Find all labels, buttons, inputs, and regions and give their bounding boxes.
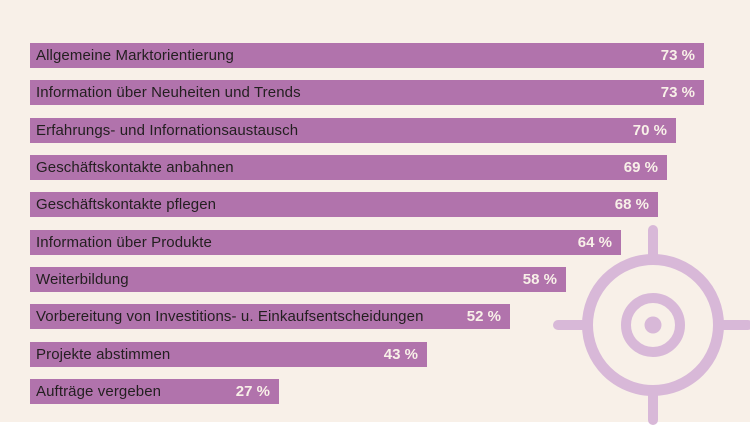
target-icon: [553, 225, 750, 425]
bar-value: 70 %: [632, 122, 667, 139]
bar-value: 58 %: [522, 271, 557, 288]
bar-row: Aufträge vergeben 27 %: [30, 379, 279, 404]
bar-label: Aufträge vergeben: [36, 383, 162, 400]
bar-row: Geschäftskontakte anbahnen 69 %: [30, 155, 667, 180]
bar-fill: Allgemeine Marktorientierung 73 %: [30, 43, 704, 68]
bar-fill: Erfahrungs- und Infornationsaustausch 70 …: [30, 118, 676, 143]
bar-fill: Information über Produkte 64 %: [30, 230, 621, 255]
bar-value: 43 %: [383, 346, 418, 363]
bar-value: 27 %: [235, 383, 270, 400]
bar-label: Geschäftskontakte pflegen: [36, 196, 217, 213]
bar-label: Projekte abstimmen: [36, 346, 171, 363]
bar-row: Weiterbildung 58 %: [30, 267, 566, 292]
target-inner-ring: [621, 293, 685, 357]
bar-value: 73 %: [660, 84, 695, 101]
bar-label: Weiterbildung: [36, 271, 129, 288]
bar-label: Information über Neuheiten und Trends: [36, 84, 301, 101]
bar-value: 52 %: [466, 308, 501, 325]
bar-row: Erfahrungs- und Infornationsaustausch 70 …: [30, 118, 676, 143]
bar-row: Information über Neuheiten und Trends 73 …: [30, 80, 704, 105]
bar-fill: Information über Neuheiten und Trends 73 …: [30, 80, 704, 105]
bar-label: Geschäftskontakte anbahnen: [36, 159, 234, 176]
bar-fill: Geschäftskontakte pflegen 68 %: [30, 192, 658, 217]
bar-label: Vorbereitung von Investitions- u. Einkau…: [36, 308, 424, 325]
bar-label: Allgemeine Marktorientierung: [36, 47, 234, 64]
bar-label: Information über Produkte: [36, 234, 212, 251]
bar-value: 73 %: [660, 47, 695, 64]
bar-fill: Vorbereitung von Investitions- u. Einkau…: [30, 304, 510, 329]
target-center-dot: [644, 316, 662, 334]
bar-row: Information über Produkte 64 %: [30, 230, 621, 255]
bar-fill: Weiterbildung 58 %: [30, 267, 566, 292]
bar-value: 69 %: [623, 159, 658, 176]
bar-value: 64 %: [577, 234, 612, 251]
bar-label: Erfahrungs- und Infornationsaustausch: [36, 122, 299, 139]
bar-fill: Projekte abstimmen 43 %: [30, 342, 427, 367]
bar-value: 68 %: [614, 196, 649, 213]
bar-row: Allgemeine Marktorientierung 73 %: [30, 43, 704, 68]
bar-row: Geschäftskontakte pflegen 68 %: [30, 192, 658, 217]
bar-row: Projekte abstimmen 43 %: [30, 342, 427, 367]
bar-fill: Geschäftskontakte anbahnen 69 %: [30, 155, 667, 180]
bar-row: Vorbereitung von Investitions- u. Einkau…: [30, 304, 510, 329]
bar-fill: Aufträge vergeben 27 %: [30, 379, 279, 404]
